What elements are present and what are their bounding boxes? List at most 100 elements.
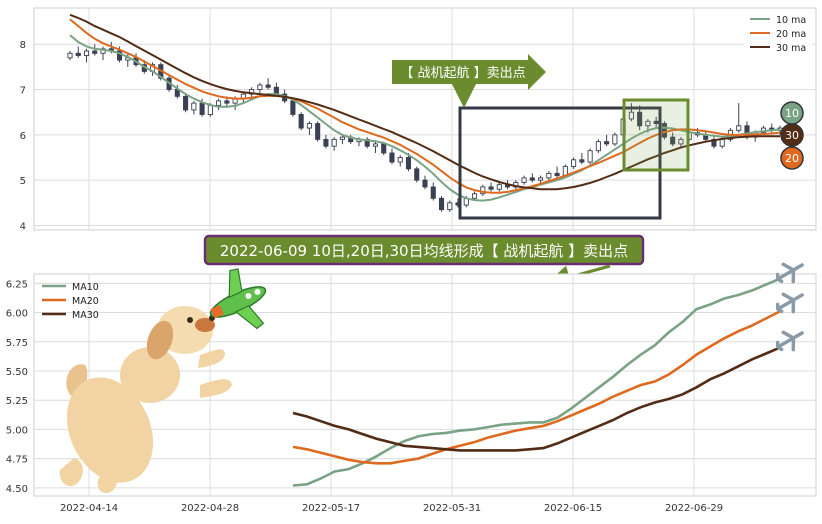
plane-emoji-icon <box>775 292 804 314</box>
candle <box>315 121 321 142</box>
candle <box>298 112 304 131</box>
legend-label-30ma: 30 ma <box>776 43 806 54</box>
candle <box>521 175 527 185</box>
sell-point-callout: 【 战机起航 】卖出点 <box>392 54 546 108</box>
candle-body <box>315 123 321 140</box>
bottom-line-ma10 <box>292 277 781 487</box>
candle <box>422 175 428 190</box>
candle <box>414 166 420 183</box>
top-plot-area <box>33 7 817 231</box>
top-y-tick-label: 5 <box>20 176 26 187</box>
top-legend: 10 ma 20 ma 30 ma <box>744 12 812 56</box>
dog-illustration <box>59 306 232 494</box>
candle <box>75 46 81 58</box>
candle <box>265 78 271 90</box>
candle <box>587 148 593 165</box>
candle-body <box>191 102 197 111</box>
candle-body <box>207 104 213 115</box>
ma-line-panel: 4.50 4.75 5.00 5.25 5.50 5.75 6.00 6.25 2022-04… <box>6 262 817 514</box>
dog-chest <box>120 347 180 403</box>
candle-body <box>653 120 659 124</box>
candle-body <box>587 150 593 163</box>
candle <box>372 141 379 153</box>
candle-body <box>331 138 337 147</box>
candle <box>92 44 98 56</box>
legend-label-20ma: 20 ma <box>776 29 806 40</box>
candle-body <box>488 186 494 190</box>
badge-10-label: 10 <box>785 107 799 120</box>
candle-body <box>257 84 263 91</box>
candle-body <box>83 50 90 57</box>
top-y-tick-label: 6 <box>20 131 26 142</box>
candle <box>529 173 535 183</box>
candle <box>595 139 601 153</box>
candle-body <box>116 50 123 61</box>
callout-text: 【 战机起航 】卖出点 <box>400 65 525 81</box>
candle <box>447 200 453 212</box>
sell-zone-box <box>622 98 690 172</box>
candle <box>579 152 585 165</box>
x-tick-label: 2022-04-14 <box>60 503 118 514</box>
dog-hind-leg-1 <box>59 458 83 487</box>
candle-body <box>612 134 618 145</box>
candle-body <box>471 193 478 199</box>
dog-hind-leg-2 <box>97 466 118 494</box>
candle-body <box>529 177 535 181</box>
candle <box>612 132 618 147</box>
candle-body <box>290 100 296 115</box>
dog-front-paw-1 <box>198 349 225 368</box>
candle-body <box>397 157 403 163</box>
signal-banner: 2022-06-09 10日,20日,30日均线形成【 战机起航 】卖出点 <box>203 234 645 289</box>
candle-body <box>381 143 387 154</box>
candle-body <box>438 197 445 211</box>
top-y-tick-label: 8 <box>20 40 26 51</box>
candle-body <box>604 141 610 145</box>
candle-body <box>736 125 742 131</box>
x-tick-label: 2022-06-29 <box>665 503 723 514</box>
badge-20 <box>780 146 804 170</box>
candle <box>191 100 197 115</box>
candle <box>183 94 189 113</box>
candle <box>83 48 90 63</box>
dog-body <box>66 377 154 483</box>
candle-body <box>480 186 486 195</box>
candle-body <box>92 50 98 54</box>
candle-body <box>389 152 395 163</box>
dog-eye <box>187 317 193 323</box>
plane-emoji-icon <box>775 262 804 284</box>
candle <box>339 134 345 144</box>
bottom-y-tick-label: 6.25 <box>6 279 28 290</box>
banner-text: 2022-06-09 10日,20日,30日均线形成【 战机起航 】卖出点 <box>220 242 628 260</box>
bottom-y-tick-label: 5.50 <box>6 367 28 378</box>
candle <box>405 152 412 172</box>
candle-body <box>637 111 643 127</box>
toy-plane-wing-bottom <box>234 305 265 330</box>
bottom-line-ma30 <box>292 346 781 452</box>
x-tick-label: 2022-05-31 <box>423 503 481 514</box>
candle <box>670 132 676 147</box>
top-ma-lines <box>69 13 781 202</box>
top-ma-line-20 <box>69 18 781 194</box>
plane-emoji-icon <box>775 330 804 352</box>
candlestick-panel: 4 5 6 7 8 【 战机起航 】卖出点 10 ma 20 ma 30 ma 10 <box>20 7 817 232</box>
legend-label-ma10: MA10 <box>72 282 99 293</box>
candle-body <box>306 123 312 129</box>
banner-box <box>203 234 645 266</box>
plane-shape <box>775 330 804 352</box>
ma-badges: 10 30 20 <box>780 101 804 170</box>
toy-plane-window <box>245 293 252 300</box>
candle <box>604 134 610 147</box>
x-tick-label: 2022-05-17 <box>302 503 360 514</box>
plane-shape <box>775 262 804 284</box>
candle-body <box>224 100 230 104</box>
candle-body <box>645 120 651 127</box>
badge-30 <box>780 123 804 147</box>
plane-shape <box>775 292 804 314</box>
candle <box>554 166 560 178</box>
x-tick-label: 2022-06-15 <box>544 503 602 514</box>
candle-body <box>678 138 684 145</box>
candle <box>323 134 329 149</box>
toy-plane-window <box>254 288 261 295</box>
bottom-y-tick-labels: 4.50 4.75 5.00 5.25 5.50 5.75 6.00 6.25 <box>6 279 28 494</box>
